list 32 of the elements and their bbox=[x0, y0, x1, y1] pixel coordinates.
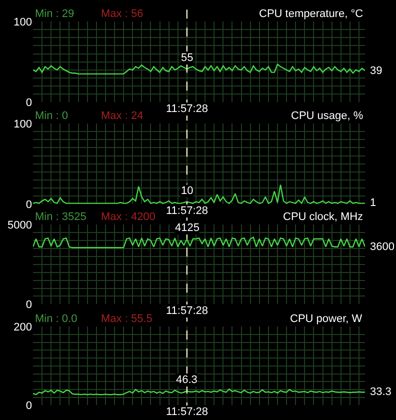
annotation: 10 bbox=[181, 185, 194, 197]
y-tick-label: 100 bbox=[14, 16, 32, 28]
annotation: 11:57:28 bbox=[166, 103, 208, 115]
text: 39 bbox=[370, 65, 382, 77]
text: Min : 29 bbox=[35, 8, 74, 20]
y-tick-label: 0 bbox=[26, 96, 32, 109]
annotation: 4125 bbox=[175, 222, 200, 234]
chart-title: CPU power, W bbox=[290, 313, 363, 325]
text: Max : 56 bbox=[101, 8, 144, 20]
text: Min : 0 bbox=[35, 110, 68, 122]
text: Max : 55.5 bbox=[101, 313, 152, 325]
text: 33.3 bbox=[370, 386, 392, 398]
annotation: 55 bbox=[181, 52, 194, 64]
chart-title: CPU clock, MHz bbox=[283, 211, 364, 223]
y-tick-label: 0 bbox=[26, 299, 32, 312]
chart-title: CPU usage, % bbox=[291, 110, 364, 122]
y-tick-label: 0 bbox=[26, 198, 32, 211]
y-tick-label: 0 bbox=[26, 400, 32, 412]
text: 3600 bbox=[370, 241, 394, 253]
annotation: 46.3 bbox=[176, 374, 198, 386]
text: Min : 0.0 bbox=[35, 313, 78, 325]
y-tick-label: 200 bbox=[14, 321, 32, 334]
y-tick-label: 5000 bbox=[8, 219, 32, 232]
text: Max : 24 bbox=[101, 110, 144, 122]
text: 1 bbox=[370, 197, 376, 209]
text: Max : 4200 bbox=[101, 211, 156, 223]
text: 11:57:28 bbox=[166, 305, 208, 317]
text: Min : 3525 bbox=[35, 211, 86, 223]
text: 11:57:28 bbox=[166, 205, 208, 217]
chart-title: CPU temperature, °C bbox=[259, 8, 364, 20]
text: 11:57:28 bbox=[166, 406, 208, 418]
y-tick-label: 100 bbox=[14, 118, 32, 130]
